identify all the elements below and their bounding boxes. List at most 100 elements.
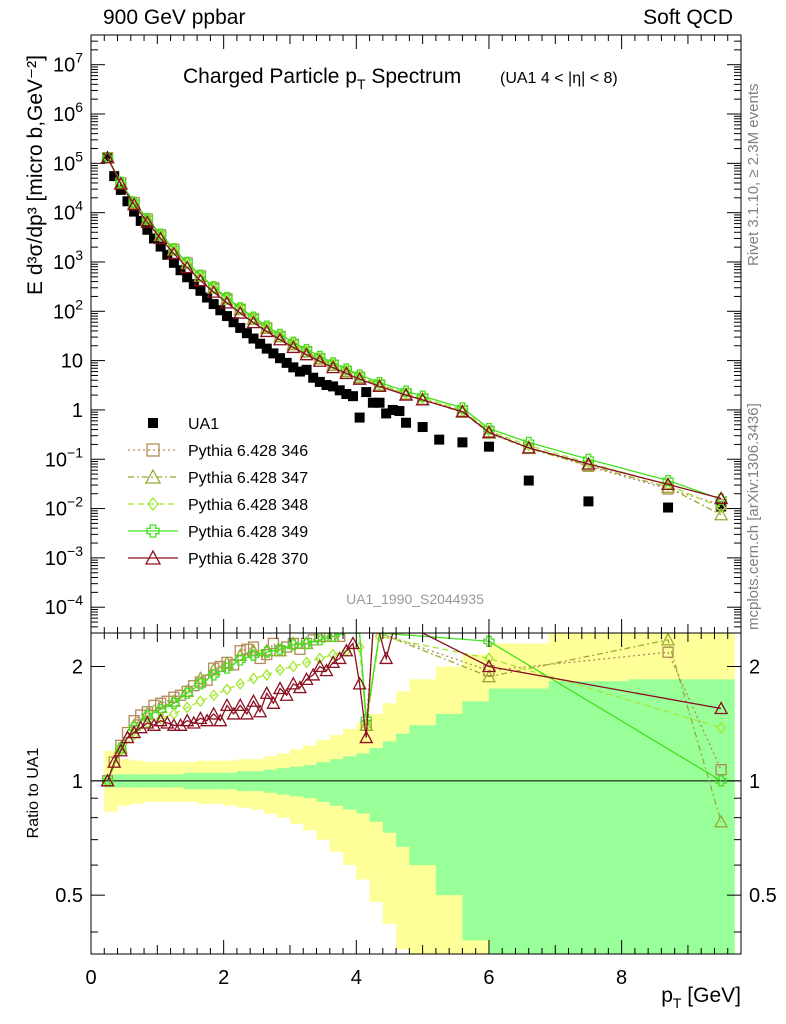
pythia-6-428-347-ratio-point (714, 814, 729, 828)
pythia-6-428-370-ratio-point (325, 655, 341, 669)
pythia-6-428-346-ratio-point (715, 764, 727, 776)
main-series-group (100, 150, 729, 521)
pythia-6-428-348-ratio-point (208, 689, 219, 702)
pythia-6-428-370-point (113, 176, 128, 190)
ua1-point (261, 343, 272, 354)
pythia-6-428-370-ratio-point (359, 730, 374, 744)
inner-band-bin (276, 768, 291, 795)
pythia-6-428-370-point (166, 246, 182, 260)
pythia-6-428-370-ratio-point (160, 715, 175, 729)
pythia-6-428-370-point (339, 366, 354, 380)
pythia-6-428-349-ratio-point (181, 687, 193, 699)
pythia-6-428-348-point (235, 303, 246, 316)
pythia-6-428-348-ratio-point (716, 721, 726, 734)
pythia-6-428-348-ratio-point (328, 648, 338, 661)
pythia-6-428-349-point (181, 256, 193, 269)
ua1-point (208, 299, 219, 310)
pythia-6-428-349-point (261, 320, 273, 332)
pythia-6-428-370-ratio-point (299, 671, 314, 685)
pythia-6-428-348-ratio-point (248, 672, 259, 685)
pythia-6-428-370-ratio-point (714, 701, 729, 715)
pythia-6-428-348-point (523, 439, 534, 452)
pythia-6-428-370-point (233, 305, 248, 319)
ua1-point (221, 311, 232, 322)
pythia-6-428-370-ratio-point (286, 676, 301, 690)
pythia-6-428-348-point (155, 229, 166, 242)
pythia-6-428-370-ratio-point (306, 667, 321, 681)
pythia-6-428-347-ratio-point (481, 669, 497, 683)
pythia-6-428-349-point (300, 343, 313, 356)
ua1-point (122, 196, 133, 207)
x-tick-label: 8 (616, 967, 627, 989)
ua1-point (149, 233, 160, 244)
ratio-uncertainty-bands (91, 633, 741, 954)
pythia-6-428-349-point (274, 328, 286, 341)
ratio-plot-frame (90, 632, 742, 955)
pythia-6-428-348-point (374, 377, 385, 391)
pythia-6-428-370-point (372, 379, 387, 393)
pythia-6-428-348-ratio-point (155, 712, 166, 725)
pythia-6-428-349-ratio-point (168, 697, 180, 709)
x-tick-label: 4 (351, 967, 362, 989)
pythia-6-428-349-point (208, 281, 220, 293)
ua1-point (457, 437, 468, 448)
y-tick-label: 107 (53, 50, 83, 77)
pythia-6-428-349-ratio-point (208, 669, 220, 681)
pythia-6-428-349-ratio-point (300, 637, 313, 650)
y-tick-label: 1 (72, 400, 83, 422)
pythia-6-428-370-ratio-point (312, 659, 327, 673)
ua1-point (367, 397, 378, 408)
pythia-6-428-370-ratio-point (272, 681, 288, 695)
pythia-6-428-349-point (287, 336, 299, 348)
pythia-6-428-370-ratio-point (186, 715, 201, 729)
pythia-6-428-348-point (314, 351, 325, 364)
pythia-6-428-348-point (417, 391, 428, 404)
pythia-6-428-370-ratio-point (319, 663, 334, 677)
x-tick-label: 0 (85, 967, 96, 989)
pythia-6-428-346-ratio-point (662, 646, 674, 658)
pythia-6-428-348-point (261, 321, 272, 334)
chart-title: Charged Particle pT Spectrum (183, 65, 461, 92)
pythia-6-428-370-point (246, 315, 261, 329)
ua1-legend-label: UA1 (188, 416, 219, 433)
ua1-point (215, 305, 226, 316)
pythia-6-428-370-point (312, 353, 327, 367)
pythia-6-428-347-line (107, 157, 722, 516)
ua1-point (716, 501, 727, 512)
ua1-point (361, 387, 372, 398)
pythia-6-428-348-ratio-point (314, 652, 325, 665)
pythia-6-428-370-point (259, 324, 274, 338)
pythia-6-428-370-point (481, 425, 497, 439)
pythia-6-428-346-ratio-line (106, 633, 722, 782)
y-tick-label: 10−4 (45, 592, 83, 619)
pythia-6-428-370-point (455, 404, 470, 418)
inner-band-bin (289, 766, 304, 797)
pythia-6-428-370-ratio-point (279, 687, 294, 701)
y-tick-label: 10−3 (45, 543, 83, 570)
ua1-point (663, 502, 674, 513)
inner-band-bin (396, 733, 410, 847)
ua1-point (142, 224, 153, 235)
chart-subtitle: (UA1 4 < |η| < 8) (500, 70, 618, 87)
pythia-6-428-370-point (140, 214, 155, 228)
ua1-point (483, 441, 494, 452)
pythia-6-428-348-point (169, 243, 179, 256)
ua1-point (288, 362, 299, 373)
pythia-6-428-370-ratio-line (106, 633, 722, 782)
pythia-6-428-346-ratio-point (241, 643, 253, 655)
ratio-y-axis-label: Ratio to UA1 (25, 748, 42, 839)
ua1-point (301, 364, 312, 375)
ua1-point (275, 353, 286, 364)
chart-text-group: Charged Particle pT Spectrum (UA1 4 < |η|… (24, 55, 741, 1011)
pythia-6-428-370-ratio-point (146, 717, 162, 731)
inner-band-bin (462, 701, 490, 941)
pythia-6-428-349-ratio-point (360, 713, 372, 726)
pythia-6-428-370-point (660, 476, 676, 490)
pythia-6-428-370-ratio-point (226, 706, 241, 720)
pythia-6-428-346-legend-marker (146, 443, 160, 457)
pythia-6-428-370-point (299, 347, 314, 361)
pythia-6-428-348-legend-marker (147, 496, 159, 512)
pythia-6-428-370-ratio-point (173, 717, 188, 731)
inner-band-bin (369, 748, 384, 822)
pythia-6-428-370-ratio-point (133, 720, 148, 734)
